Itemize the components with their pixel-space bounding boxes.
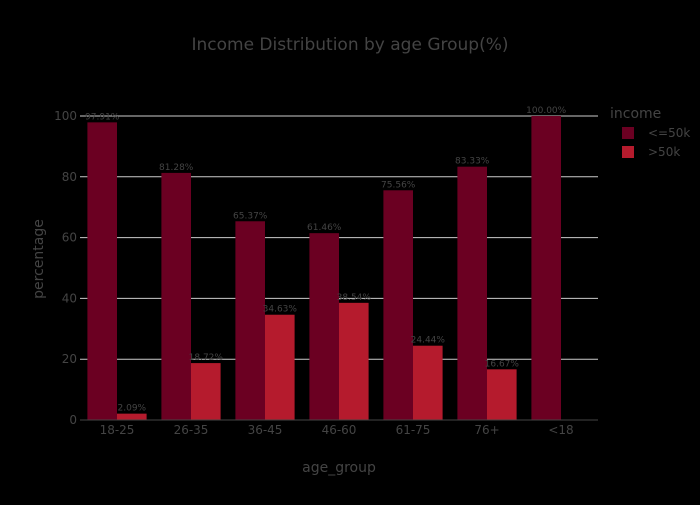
bar-le50k: [383, 190, 413, 420]
legend: income <=50k >50k: [610, 106, 690, 159]
legend-swatch: [622, 127, 634, 139]
bar-gt50k: [191, 363, 221, 420]
legend-swatch: [622, 146, 634, 158]
legend-label: >50k: [648, 145, 680, 159]
data-label: 97.91%: [85, 112, 120, 122]
data-label: 83.33%: [455, 157, 490, 167]
data-label: 38.54%: [337, 293, 372, 303]
data-label: 34.63%: [263, 305, 298, 315]
chart-title: Income Distribution by age Group(%): [191, 35, 508, 55]
y-tick-label: 60: [62, 231, 77, 245]
y-tick-label: 100: [54, 109, 77, 123]
bars: [87, 116, 561, 420]
x-tick-label: 18-25: [100, 423, 135, 437]
legend-title: income: [610, 106, 661, 122]
bar-gt50k: [117, 413, 147, 420]
x-tick-labels: 18-25 26-35 36-45 46-60 61-75 76+ <18: [100, 423, 574, 437]
legend-label: <=50k: [648, 126, 690, 140]
data-label: 18.72%: [189, 353, 224, 363]
data-label: 81.28%: [159, 163, 194, 173]
y-tick-label: 20: [62, 352, 77, 366]
y-tick-label: 40: [62, 291, 77, 305]
y-axis-title: percentage: [31, 219, 47, 299]
data-label: 61.46%: [307, 223, 342, 233]
bar-gt50k: [339, 302, 369, 420]
data-label: 100.00%: [526, 106, 566, 116]
x-tick-label: <18: [548, 423, 573, 437]
data-labels: 97.91% 2.09% 81.28% 18.72% 65.37% 34.63% 61.46…: [85, 106, 567, 414]
x-tick-label: 76+: [474, 423, 499, 437]
y-tick-label: 80: [62, 170, 77, 184]
y-tick-label: 0: [69, 413, 77, 427]
data-label: 75.56%: [381, 180, 416, 190]
x-tick-label: 46-60: [322, 423, 357, 437]
bar-le50k: [531, 116, 561, 420]
x-tick-label: 36-45: [248, 423, 283, 437]
data-label: 24.44%: [411, 336, 446, 346]
bar-le50k: [235, 221, 265, 420]
bar-le50k: [309, 233, 339, 420]
bar-le50k: [87, 122, 117, 420]
bar-gt50k: [413, 345, 443, 420]
y-tick-labels: 0 20 40 60 80 100: [54, 109, 77, 427]
x-tick-label: 61-75: [396, 423, 431, 437]
x-tick-label: 26-35: [174, 423, 209, 437]
bar-le50k: [457, 166, 487, 420]
x-axis-title: age_group: [302, 460, 376, 476]
bar-gt50k: [265, 314, 295, 420]
data-label: 2.09%: [118, 404, 147, 414]
data-label: 65.37%: [233, 211, 268, 221]
bar-le50k: [161, 172, 191, 420]
data-label: 16.67%: [485, 359, 520, 369]
bar-gt50k: [487, 369, 517, 420]
